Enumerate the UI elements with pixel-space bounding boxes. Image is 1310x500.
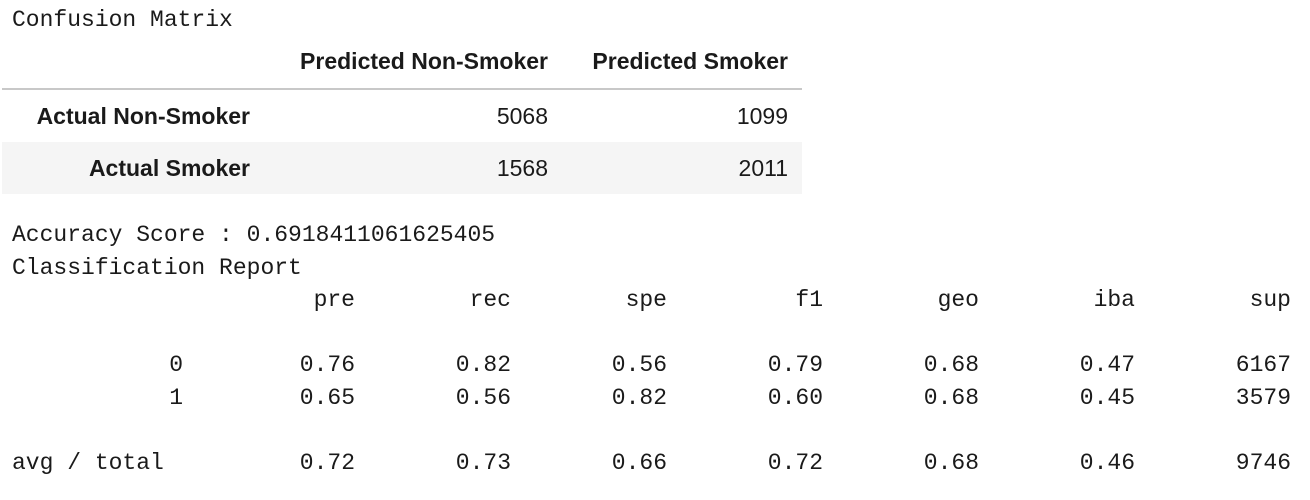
report-cell: 0.46 xyxy=(1079,450,1135,476)
report-header-cell: rec xyxy=(469,287,511,313)
report-total-label: avg / total xyxy=(12,450,164,476)
report-cell: 0.68 xyxy=(923,385,979,411)
report-cell: 0.79 xyxy=(767,352,823,378)
report-cell: 0.66 xyxy=(611,450,667,476)
table-cell: 1099 xyxy=(736,103,788,129)
column-header-predicted-smoker: Predicted Smoker xyxy=(592,48,788,74)
report-header-cell: f1 xyxy=(795,287,823,313)
confusion-matrix-table: Predicted Non-Smoker Predicted Smoker Ac… xyxy=(2,40,802,194)
report-cell: 6167 xyxy=(1235,352,1291,378)
report-cell: 0.56 xyxy=(455,385,511,411)
report-cell: 0.72 xyxy=(299,450,355,476)
table-cell: 1568 xyxy=(496,155,548,181)
report-cell: 0.47 xyxy=(1079,352,1135,378)
report-cell: 9746 xyxy=(1235,450,1291,476)
report-header-cell: spe xyxy=(625,287,667,313)
table-row: Actual Non-Smoker 5068 1099 xyxy=(2,90,802,142)
table-row: Actual Smoker 1568 2011 xyxy=(2,142,802,194)
report-cell: 0.76 xyxy=(299,352,355,378)
report-cell: 0.72 xyxy=(767,450,823,476)
report-cell: 0.45 xyxy=(1079,385,1135,411)
report-cell: 0.68 xyxy=(923,352,979,378)
confusion-matrix-title: Confusion Matrix xyxy=(12,7,233,33)
row-header-actual-smoker: Actual Smoker xyxy=(88,155,250,181)
row-header-actual-non-smoker: Actual Non-Smoker xyxy=(36,103,250,129)
report-row-label: 1 xyxy=(169,385,183,411)
report-cell: 3579 xyxy=(1235,385,1291,411)
report-header-cell: geo xyxy=(937,287,979,313)
table-header-row: Predicted Non-Smoker Predicted Smoker xyxy=(2,40,802,90)
report-header-cell: pre xyxy=(313,287,355,313)
column-header-predicted-non-smoker: Predicted Non-Smoker xyxy=(300,48,548,74)
report-cell: 0.73 xyxy=(455,450,511,476)
report-cell: 0.82 xyxy=(455,352,511,378)
report-header-cell: iba xyxy=(1093,287,1135,313)
report-cell: 0.68 xyxy=(923,450,979,476)
report-cell: 0.65 xyxy=(299,385,355,411)
report-row-label: 0 xyxy=(169,352,183,378)
report-cell: 0.60 xyxy=(767,385,823,411)
report-cell: 0.56 xyxy=(611,352,667,378)
classification-report-title: Classification Report xyxy=(12,255,302,281)
accuracy-score-line: Accuracy Score : 0.6918411061625405 xyxy=(12,222,496,248)
table-cell: 2011 xyxy=(738,155,788,181)
report-cell: 0.82 xyxy=(611,385,667,411)
table-cell: 5068 xyxy=(496,103,548,129)
report-header-cell: sup xyxy=(1249,287,1291,313)
